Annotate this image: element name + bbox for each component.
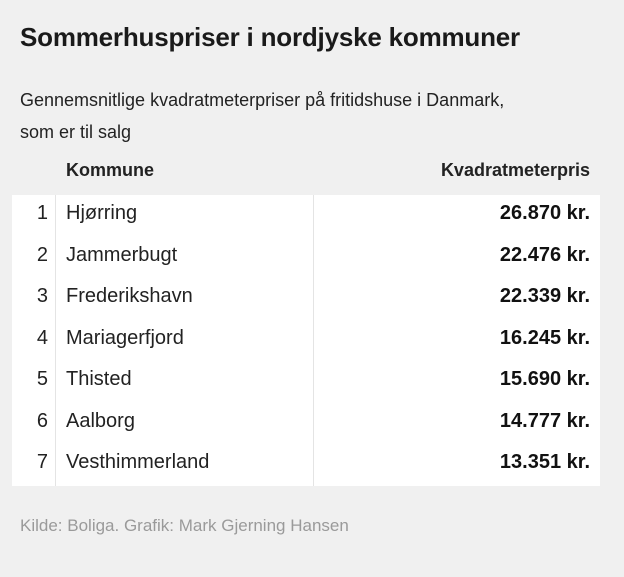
row-rank: 1 xyxy=(36,202,48,224)
table-row: 3 Frederikshavn 22.339 kr. xyxy=(12,278,600,320)
table-row: 5 Thisted 15.690 kr. xyxy=(12,361,600,403)
table-row: 7 Vesthimmerland 13.351 kr. xyxy=(12,444,600,486)
subtitle-line-1: Gennemsnitlige kvadratmeterpriser på fri… xyxy=(20,90,505,110)
row-kvadratmeterpris: 16.245 kr. xyxy=(499,326,590,349)
row-rank: 2 xyxy=(36,243,48,266)
row-kvadratmeterpris: 14.777 kr. xyxy=(499,409,590,432)
table-row: 6 Aalborg 14.777 kr. xyxy=(12,403,600,445)
table-row: 4 Mariagerfjord 16.245 kr. xyxy=(12,320,600,362)
row-rank: 6 xyxy=(36,409,48,432)
row-kommune: Hjørring xyxy=(66,202,138,224)
row-kommune: Mariagerfjord xyxy=(66,326,184,349)
column-divider-name xyxy=(313,195,314,486)
table-row: 2 Jammerbugt 22.476 kr. xyxy=(12,237,600,279)
row-rank: 3 xyxy=(36,285,48,308)
subtitle-line-2: som er til salg xyxy=(20,122,132,142)
column-divider-rank xyxy=(55,195,56,486)
source-credit: Kilde: Boliga. Grafik: Mark Gjerning Han… xyxy=(20,516,349,535)
row-kommune: Thisted xyxy=(66,368,132,391)
chart-subtitle: Gennemsnitlige kvadratmeterpriser på fri… xyxy=(20,84,600,148)
row-kommune: Vesthimmerland xyxy=(66,451,210,474)
column-header-kvadratmeterpris: Kvadratmeterpris xyxy=(440,160,590,180)
row-kommune: Aalborg xyxy=(66,409,135,432)
data-table: 1 Hjørring 26.870 kr. 2 Jammerbugt 22.476 kr.… xyxy=(12,195,600,486)
table-header: Kommune Kvadratmeterpris xyxy=(12,154,600,188)
row-rank: 7 xyxy=(36,451,48,474)
row-kvadratmeterpris: 22.476 kr. xyxy=(499,243,590,266)
row-rank: 4 xyxy=(36,326,48,349)
row-kommune: Jammerbugt xyxy=(66,243,178,266)
row-kvadratmeterpris: 15.690 kr. xyxy=(499,368,590,391)
column-header-kommune: Kommune xyxy=(66,160,155,180)
row-rank: 5 xyxy=(36,368,48,391)
chart-title: Sommerhuspriser i nordjyske kommuner xyxy=(20,22,520,52)
row-kvadratmeterpris: 13.351 kr. xyxy=(499,451,590,474)
table-row: 1 Hjørring 26.870 kr. xyxy=(12,195,600,237)
row-kvadratmeterpris: 22.339 kr. xyxy=(499,285,590,308)
row-kommune: Frederikshavn xyxy=(66,285,193,308)
row-kvadratmeterpris: 26.870 kr. xyxy=(499,202,590,224)
